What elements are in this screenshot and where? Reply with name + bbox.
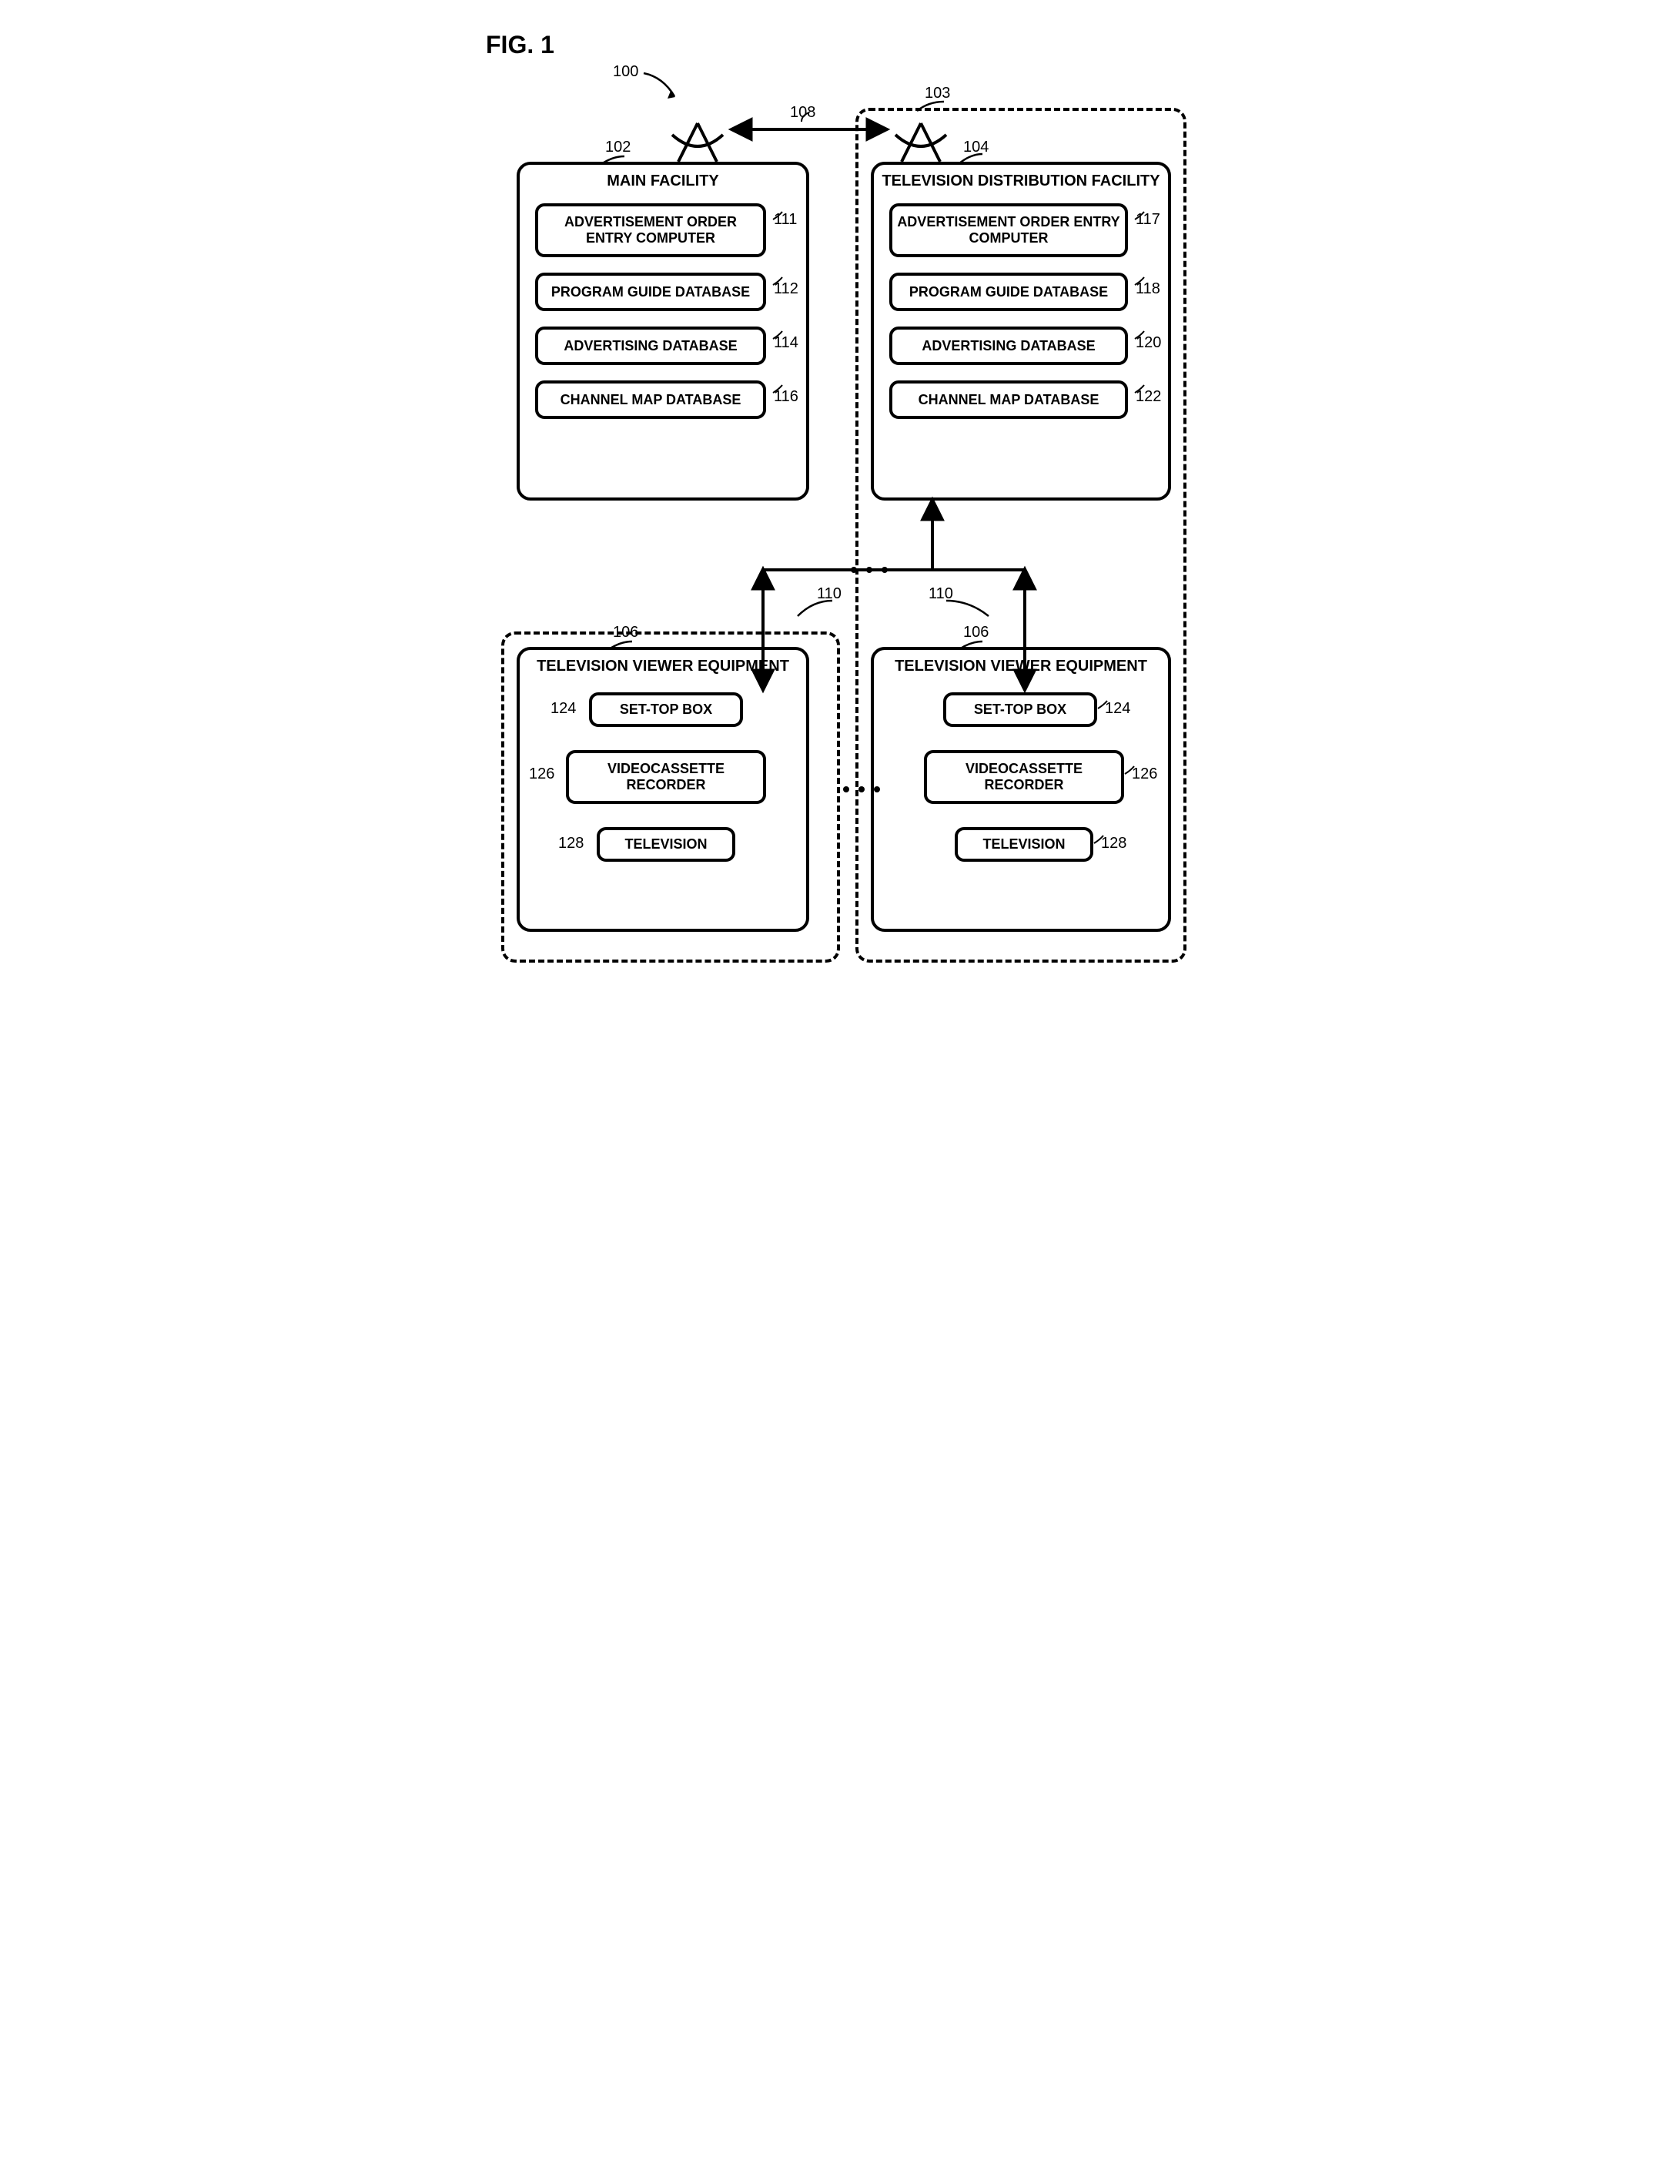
viewer-right-box: TELEVISION VIEWER EQUIPMENT SET-TOP BOX … xyxy=(871,647,1171,932)
dist-ch-db-box: CHANNEL MAP DATABASE xyxy=(889,380,1128,419)
refnum-100: 100 xyxy=(613,63,638,81)
refnum-112: 112 xyxy=(774,280,798,298)
refnum-104: 104 xyxy=(963,139,989,156)
dist-ad-order-box: ADVERTISEMENT ORDER ENTRY COMPUTER xyxy=(889,203,1128,257)
refnum-106a: 106 xyxy=(613,624,638,641)
viewer-right-tv-box: TELEVISION xyxy=(955,827,1093,862)
main-facility-box: MAIN FACILITY ADVERTISEMENT ORDER ENTRY … xyxy=(517,162,809,501)
refnum-102: 102 xyxy=(605,139,631,156)
refnum-128b: 128 xyxy=(1101,835,1126,852)
refnum-128a: 128 xyxy=(558,835,584,852)
dist-ad-db-box: ADVERTISING DATABASE xyxy=(889,327,1128,365)
refnum-118: 118 xyxy=(1136,280,1160,298)
dist-pg-db-box: PROGRAM GUIDE DATABASE xyxy=(889,273,1128,311)
viewer-left-vcr-box: VIDEOCASSETTE RECORDER xyxy=(566,750,766,804)
dist-facility-box: TELEVISION DISTRIBUTION FACILITY ADVERTI… xyxy=(871,162,1171,501)
viewer-right-vcr-box: VIDEOCASSETTE RECORDER xyxy=(924,750,1124,804)
diagram-canvas: FIG. 1 100 MAIN FACILITY ADVERTISEMENT O… xyxy=(470,31,1210,986)
refnum-106b: 106 xyxy=(963,624,989,641)
refnum-110b: 110 xyxy=(929,585,953,603)
refnum-124a: 124 xyxy=(551,700,576,718)
viewer-left-stb-box: SET-TOP BOX xyxy=(589,692,743,727)
refnum-124b: 124 xyxy=(1105,700,1130,718)
dist-facility-title: TELEVISION DISTRIBUTION FACILITY xyxy=(874,173,1168,190)
refnum-120: 120 xyxy=(1136,334,1161,352)
refnum-111: 111 xyxy=(774,211,797,229)
main-pg-db-box: PROGRAM GUIDE DATABASE xyxy=(535,273,766,311)
refnum-117: 117 xyxy=(1136,211,1160,229)
refnum-103: 103 xyxy=(925,85,950,102)
viewer-right-stb-box: SET-TOP BOX xyxy=(943,692,1097,727)
refnum-126a: 126 xyxy=(529,765,554,783)
refnum-116: 116 xyxy=(774,388,798,406)
refnum-122: 122 xyxy=(1136,388,1161,406)
main-facility-title: MAIN FACILITY xyxy=(520,173,806,190)
viewer-left-title: TELEVISION VIEWER EQUIPMENT xyxy=(520,658,806,675)
main-ad-db-box: ADVERTISING DATABASE xyxy=(535,327,766,365)
viewer-left-tv-box: TELEVISION xyxy=(597,827,735,862)
refnum-126b: 126 xyxy=(1132,765,1157,783)
refnum-114: 114 xyxy=(774,334,798,352)
viewer-right-title: TELEVISION VIEWER EQUIPMENT xyxy=(874,658,1168,675)
viewer-left-box: TELEVISION VIEWER EQUIPMENT SET-TOP BOX … xyxy=(517,647,809,932)
refnum-108: 108 xyxy=(790,104,815,122)
figure-title: FIG. 1 xyxy=(486,31,554,59)
main-ad-order-box: ADVERTISEMENT ORDER ENTRY COMPUTER xyxy=(535,203,766,257)
refnum-110a: 110 xyxy=(817,585,842,603)
main-ch-db-box: CHANNEL MAP DATABASE xyxy=(535,380,766,419)
